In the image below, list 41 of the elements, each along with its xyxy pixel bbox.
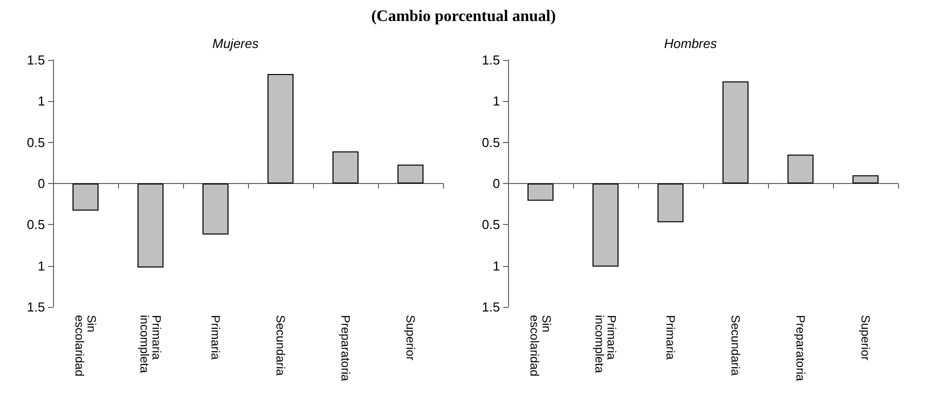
x-tick-label: Primaria incompleta [138, 315, 164, 374]
bar [398, 164, 424, 184]
bar [722, 81, 748, 184]
bar [658, 184, 684, 222]
x-tick-label: Primaria [208, 315, 222, 360]
x-tick-label: Primaria incompleta [592, 315, 618, 374]
y-tick-label: 0 [38, 176, 45, 191]
y-tick-label: 1.5 [26, 300, 45, 314]
y-tick-label: 0.5 [26, 134, 45, 150]
chart-title: Hombres [664, 36, 718, 51]
y-tick-label: 0.5 [26, 217, 45, 232]
bar [202, 184, 228, 235]
x-tick-label: Superior [404, 315, 418, 360]
bar [528, 184, 554, 201]
x-tick-label: Preparatoria [338, 315, 352, 382]
y-tick-label: 1.5 [482, 300, 500, 314]
x-tick-label: Secundaria [274, 315, 288, 376]
x-tick-label: Preparatoria [794, 315, 808, 382]
y-tick-label: 0.5 [482, 134, 500, 150]
chart-title: Mujeres [212, 36, 260, 51]
bar [332, 151, 358, 184]
y-tick-label: 1 [492, 94, 500, 109]
x-tick-label: Sin escolaridad [528, 315, 554, 376]
x-tick-label: Primaria [664, 315, 678, 360]
y-tick-label: 1 [492, 258, 500, 274]
y-tick-label: 0 [492, 176, 500, 191]
x-tick-label: Sin escolaridad [72, 315, 98, 376]
bar [268, 74, 294, 184]
y-tick-label: 0.5 [482, 217, 500, 232]
y-tick-label: 1 [38, 258, 45, 274]
text: (Cambio porcentual anual) [370, 8, 557, 27]
y-tick-label: 1.5 [26, 52, 45, 68]
bar [788, 154, 814, 184]
bar [72, 184, 98, 211]
bar [852, 175, 878, 184]
bar [592, 184, 618, 267]
x-tick-label: Superior [858, 315, 872, 360]
y-tick-label: 1.5 [482, 52, 500, 68]
y-tick-label: 1 [38, 94, 45, 109]
bar [138, 184, 164, 268]
x-tick-label: Secundaria [728, 315, 742, 376]
